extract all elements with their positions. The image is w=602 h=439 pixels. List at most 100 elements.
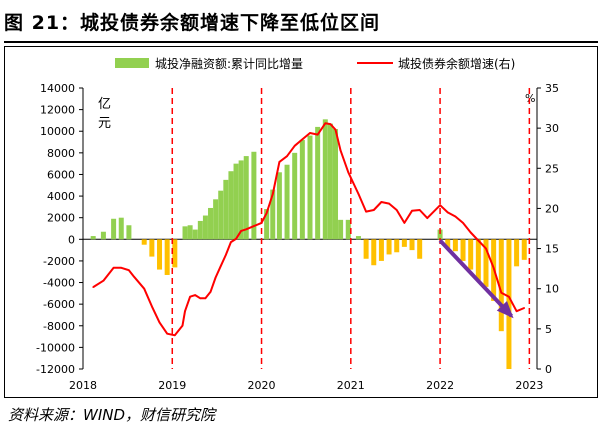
bar [182,226,188,240]
growth-point [439,204,441,207]
bar [307,135,313,240]
bar [378,239,384,261]
growth-point [265,212,268,215]
bar [228,171,234,240]
bar [141,239,147,245]
left-axis-tick-label: 12000 [40,104,75,117]
bar [506,239,512,369]
growth-point [112,267,115,269]
left-axis-tick-label: -12000 [36,363,75,376]
bar [270,189,276,240]
bar [299,139,305,240]
growth-point [278,161,281,163]
bar [327,123,333,240]
growth-point [301,138,304,141]
bar [468,239,474,270]
legend-bar-label: 城投净融资额:累计同比增量 [155,56,303,71]
growth-point [372,209,375,211]
left-axis-tick-label: -6000 [43,298,75,311]
growth-point [411,210,413,212]
bar [118,217,124,240]
left-axis-tick-label: 10000 [40,125,75,138]
left-axis-tick-label: 6000 [47,168,75,181]
bar [333,129,339,240]
growth-point [339,149,342,152]
growth-point [92,286,95,288]
bar [243,156,249,240]
bar [111,218,117,240]
growth-point [286,155,288,158]
growth-point [365,210,367,213]
x-axis-tick-label: 2018 [69,379,97,392]
growth-point [133,275,135,278]
growth-point [426,217,429,219]
growth-point [194,294,197,296]
bar [363,239,369,259]
bar [437,229,443,240]
bar [208,207,214,240]
growth-point [515,310,518,312]
growth-point [446,211,449,214]
growth-point [492,267,495,269]
growth-point [166,332,168,335]
title-underline [4,41,598,43]
left-axis-tick-label: 0 [68,233,75,246]
left-axis-tick-label: -4000 [43,277,75,290]
bar [223,179,229,240]
growth-point [151,305,153,308]
bar [197,220,203,240]
left-axis-tick-label: 4000 [47,190,75,203]
right-axis-tick-label: 5 [545,323,552,336]
bar [187,225,193,240]
source-note: 资料来源：WIND，财信研究院 [8,406,216,424]
growth-point [230,241,232,243]
bar [315,126,321,240]
bar [417,239,423,259]
trend-arrow-head [496,301,514,319]
bar [172,239,178,268]
right-axis-tick-label: 30 [545,122,559,135]
bar [445,239,451,248]
growth-point [240,230,242,232]
growth-point [334,128,337,131]
bar [475,239,481,281]
legend-line-label: 城投债券余额增速(右) [398,56,515,71]
growth-point [508,295,510,298]
bar [157,239,163,270]
growth-point [485,247,487,250]
growth-point [143,287,146,290]
right-axis-tick-label: 0 [545,363,552,376]
growth-point [120,267,123,269]
trend-arrow-shaft [438,239,513,318]
legend-bar-swatch [115,58,149,68]
growth-point [271,193,274,195]
bar [192,229,198,240]
left-axis-tick-label: -2000 [43,255,75,268]
bar [164,239,170,275]
left-axis-tick-label: -10000 [36,341,75,354]
bar [338,219,344,240]
bar [292,152,298,240]
growth-point [214,276,217,279]
growth-point [347,171,350,174]
bar [345,219,351,240]
growth-point [174,334,176,337]
growth-point [418,209,421,211]
bar [394,239,400,253]
bar [498,239,504,332]
x-axis-tick-label: 2020 [248,379,276,392]
growth-point [260,222,263,224]
bar [218,190,224,240]
growth-point [324,122,327,125]
growth-point [523,307,526,309]
bar [100,231,106,240]
bar [409,239,415,251]
right-axis-tick-label: 25 [545,162,559,175]
growth-point [253,225,255,227]
growth-point [309,132,311,134]
bar [238,160,244,240]
chart-svg: 城投净融资额:累计同比增量 城投债券余额增速(右) -12000 -10000 -800… [36,56,559,392]
bar [284,164,290,240]
growth-point [380,201,383,203]
growth-point [199,297,202,300]
